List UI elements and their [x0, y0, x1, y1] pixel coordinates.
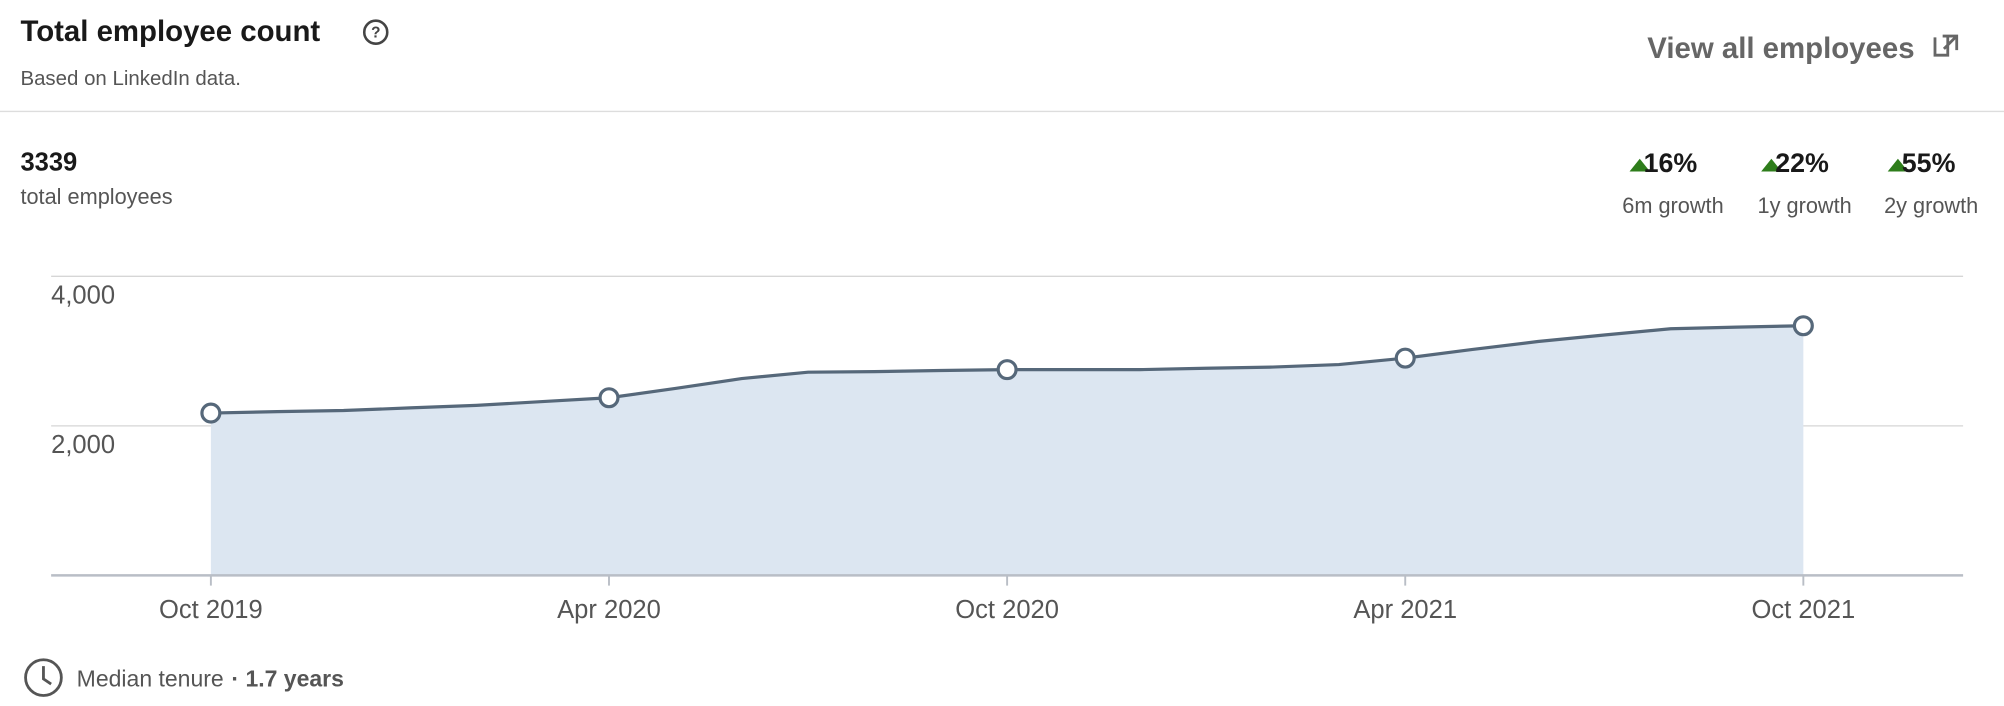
area: [210, 325, 1804, 576]
up-arrow: [1887, 158, 1909, 172]
growth-period: 6m growth: [1622, 193, 1723, 218]
clock-icon: [24, 658, 63, 697]
marker[interactable]: [1394, 347, 1416, 369]
help-icon[interactable]: ?: [362, 19, 389, 45]
x-tick-label: Oct 2021: [1752, 596, 1856, 624]
card-subtitle: Based on LinkedIn data.: [20, 67, 240, 90]
x-tick-label: Oct 2020: [955, 596, 1059, 624]
y-tick-label: 2,000: [51, 431, 115, 459]
growth-period: 2y growth: [1884, 193, 1978, 218]
total-count: 3339: [20, 149, 77, 177]
marker[interactable]: [1792, 315, 1814, 337]
marker[interactable]: [200, 402, 222, 424]
up-arrow: [1761, 158, 1782, 172]
tenure-label: Median tenure: [77, 665, 224, 691]
x-tick-label: Apr 2020: [557, 596, 661, 624]
x-tick-label: Apr 2021: [1353, 596, 1457, 624]
up-arrow: [1629, 158, 1650, 172]
x-tick-label: Oct 2019: [159, 596, 263, 624]
growth-period: 1y growth: [1758, 193, 1852, 218]
tenure-value: · 1.7 years: [231, 665, 344, 691]
view-all-link[interactable]: View all employees: [1647, 32, 1914, 65]
growth-change: 16%: [1644, 148, 1698, 178]
total-label: total employees: [20, 184, 172, 209]
card-title: Total employee count: [20, 15, 320, 48]
marker[interactable]: [598, 387, 620, 409]
growth-change: 55%: [1902, 148, 1956, 178]
growth-change: 22%: [1775, 148, 1829, 178]
marker[interactable]: [996, 359, 1018, 381]
svg-text:?: ?: [371, 25, 380, 42]
external-link-icon[interactable]: [1933, 34, 1959, 57]
y-tick-label: 4,000: [51, 282, 115, 310]
